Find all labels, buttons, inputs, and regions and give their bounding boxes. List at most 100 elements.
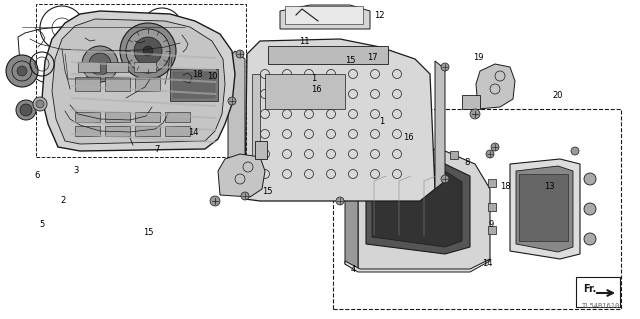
Bar bbox=[170, 69, 218, 101]
Circle shape bbox=[491, 143, 499, 151]
Bar bbox=[255, 141, 267, 159]
Text: 14: 14 bbox=[188, 128, 198, 137]
Polygon shape bbox=[510, 159, 580, 259]
Text: 2: 2 bbox=[60, 197, 65, 205]
Polygon shape bbox=[52, 19, 225, 144]
Polygon shape bbox=[42, 11, 235, 151]
Bar bbox=[519, 174, 568, 241]
Text: TL54B1610: TL54B1610 bbox=[582, 303, 620, 309]
Bar bbox=[333, 109, 621, 309]
Text: 9: 9 bbox=[489, 220, 494, 229]
Text: 7: 7 bbox=[154, 145, 159, 154]
Circle shape bbox=[571, 147, 579, 155]
Text: 16: 16 bbox=[403, 133, 413, 142]
Bar bbox=[488, 179, 496, 187]
Bar bbox=[108, 91, 126, 105]
Circle shape bbox=[82, 46, 118, 82]
Bar bbox=[252, 74, 260, 174]
Bar bbox=[75, 126, 100, 136]
Text: 20: 20 bbox=[553, 91, 563, 100]
Circle shape bbox=[134, 37, 162, 65]
Polygon shape bbox=[345, 259, 490, 272]
Bar bbox=[450, 151, 458, 159]
Circle shape bbox=[584, 173, 596, 185]
Circle shape bbox=[584, 203, 596, 215]
Bar bbox=[488, 226, 496, 234]
Circle shape bbox=[20, 104, 32, 116]
Circle shape bbox=[16, 100, 36, 120]
Circle shape bbox=[228, 97, 236, 105]
Circle shape bbox=[33, 97, 47, 111]
Bar bbox=[380, 151, 388, 159]
Circle shape bbox=[210, 196, 220, 206]
Text: 16: 16 bbox=[312, 85, 322, 94]
Bar bbox=[265, 74, 345, 109]
Text: 18: 18 bbox=[192, 70, 202, 78]
Text: 3: 3 bbox=[73, 166, 78, 175]
Circle shape bbox=[143, 46, 153, 56]
Circle shape bbox=[441, 175, 449, 183]
Polygon shape bbox=[245, 39, 435, 201]
Bar bbox=[268, 46, 388, 64]
Bar bbox=[78, 62, 100, 72]
Circle shape bbox=[584, 233, 596, 245]
Bar bbox=[462, 95, 480, 109]
Bar bbox=[105, 126, 130, 136]
Bar bbox=[105, 112, 130, 122]
Text: 8: 8 bbox=[465, 158, 470, 167]
Bar bbox=[105, 77, 130, 91]
Bar bbox=[135, 112, 160, 122]
Circle shape bbox=[126, 29, 170, 73]
Bar bbox=[75, 77, 100, 91]
Polygon shape bbox=[372, 171, 462, 247]
Text: 11: 11 bbox=[300, 37, 310, 46]
Bar bbox=[415, 151, 423, 159]
Text: 12: 12 bbox=[374, 11, 384, 20]
Text: 13: 13 bbox=[544, 182, 554, 191]
Circle shape bbox=[336, 197, 344, 205]
Text: Fr.: Fr. bbox=[583, 284, 596, 294]
Polygon shape bbox=[280, 5, 370, 29]
Text: 5: 5 bbox=[39, 220, 44, 229]
Polygon shape bbox=[366, 164, 470, 254]
Bar bbox=[36, 4, 246, 157]
Circle shape bbox=[470, 109, 480, 119]
Text: 6: 6 bbox=[35, 171, 40, 180]
Bar bbox=[488, 203, 496, 211]
Circle shape bbox=[241, 192, 249, 200]
Circle shape bbox=[17, 66, 27, 76]
Polygon shape bbox=[358, 144, 490, 271]
Bar bbox=[576, 277, 620, 307]
Bar bbox=[135, 126, 160, 136]
Bar bbox=[75, 112, 100, 122]
Polygon shape bbox=[516, 166, 573, 252]
Text: 18: 18 bbox=[500, 182, 511, 191]
Polygon shape bbox=[435, 61, 445, 189]
Polygon shape bbox=[476, 64, 515, 109]
Bar bbox=[165, 112, 190, 122]
Circle shape bbox=[36, 100, 44, 108]
Text: 1: 1 bbox=[311, 74, 316, 83]
Text: 17: 17 bbox=[367, 53, 378, 62]
Circle shape bbox=[236, 50, 244, 58]
Bar bbox=[165, 126, 190, 136]
Text: 15: 15 bbox=[143, 228, 154, 237]
Bar bbox=[134, 62, 156, 72]
Text: 10: 10 bbox=[207, 72, 218, 81]
Text: 4: 4 bbox=[351, 265, 356, 274]
Polygon shape bbox=[345, 154, 358, 271]
Circle shape bbox=[120, 23, 176, 79]
Bar bbox=[135, 77, 160, 91]
Text: 1: 1 bbox=[379, 117, 384, 126]
Bar bbox=[285, 6, 363, 24]
Bar bbox=[173, 72, 215, 98]
Polygon shape bbox=[218, 154, 265, 197]
Text: 15: 15 bbox=[262, 187, 273, 196]
Bar bbox=[106, 62, 128, 72]
Circle shape bbox=[486, 150, 494, 158]
Polygon shape bbox=[228, 51, 245, 184]
Text: 15: 15 bbox=[346, 56, 356, 65]
Text: 14: 14 bbox=[483, 259, 493, 268]
Circle shape bbox=[6, 55, 38, 87]
Circle shape bbox=[441, 63, 449, 71]
